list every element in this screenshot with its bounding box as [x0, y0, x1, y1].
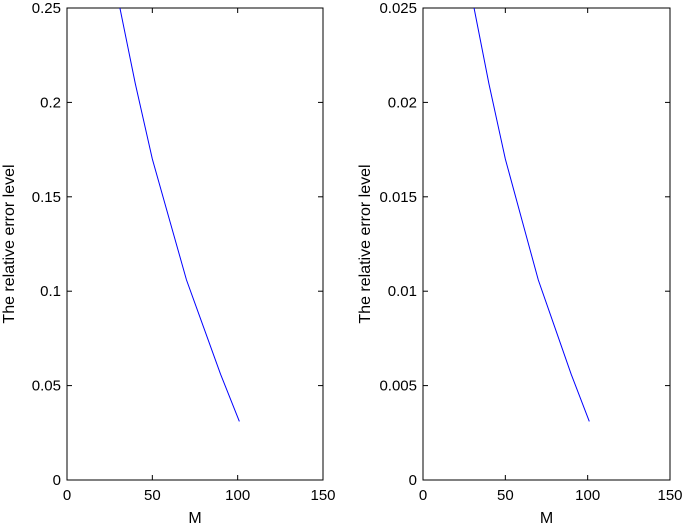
x-tick-label: 0	[63, 487, 71, 504]
x-tick-label: 0	[419, 487, 427, 504]
x-axis-label: M	[188, 510, 201, 525]
y-tick-label: 0.025	[379, 0, 417, 17]
chart-panel-2: 0 50 100 150 0 0.005 0.01 0.015 0.02 0.025 M The re…	[357, 0, 683, 525]
chart-panel-1: 0 50 100 150 0 0.05 0.1 0.15 0.2 0.25 M The relativ…	[1, 0, 336, 525]
series-line-1	[119, 7, 240, 422]
y-tick-label: 0	[409, 472, 417, 489]
plot-frame	[422, 7, 671, 481]
plot-frame	[66, 7, 324, 481]
y-tick-label: 0.005	[379, 378, 417, 395]
x-tick-label: 50	[144, 487, 161, 504]
y-tick-label: 0.2	[40, 94, 61, 111]
x-tick-label: 150	[310, 487, 335, 504]
y-tick-label: 0.25	[32, 0, 61, 17]
y-tick-label: 0.15	[32, 189, 61, 206]
y-axis-label: The relative error level	[357, 164, 374, 323]
x-axis-label: M	[540, 510, 553, 525]
x-tick-label: 100	[225, 487, 250, 504]
x-tick-label: 50	[497, 487, 514, 504]
y-tick-label: 0.015	[379, 189, 417, 206]
series-line-1	[473, 7, 590, 422]
y-axis-label: The relative error level	[1, 164, 18, 323]
x-tick-label: 150	[657, 487, 682, 504]
y-tick-label: 0	[53, 472, 61, 489]
x-tick-label: 100	[575, 487, 600, 504]
y-tick-label: 0.01	[388, 283, 417, 300]
y-tick-label: 0.1	[40, 283, 61, 300]
y-tick-label: 0.05	[32, 378, 61, 395]
y-tick-label: 0.02	[388, 94, 417, 111]
